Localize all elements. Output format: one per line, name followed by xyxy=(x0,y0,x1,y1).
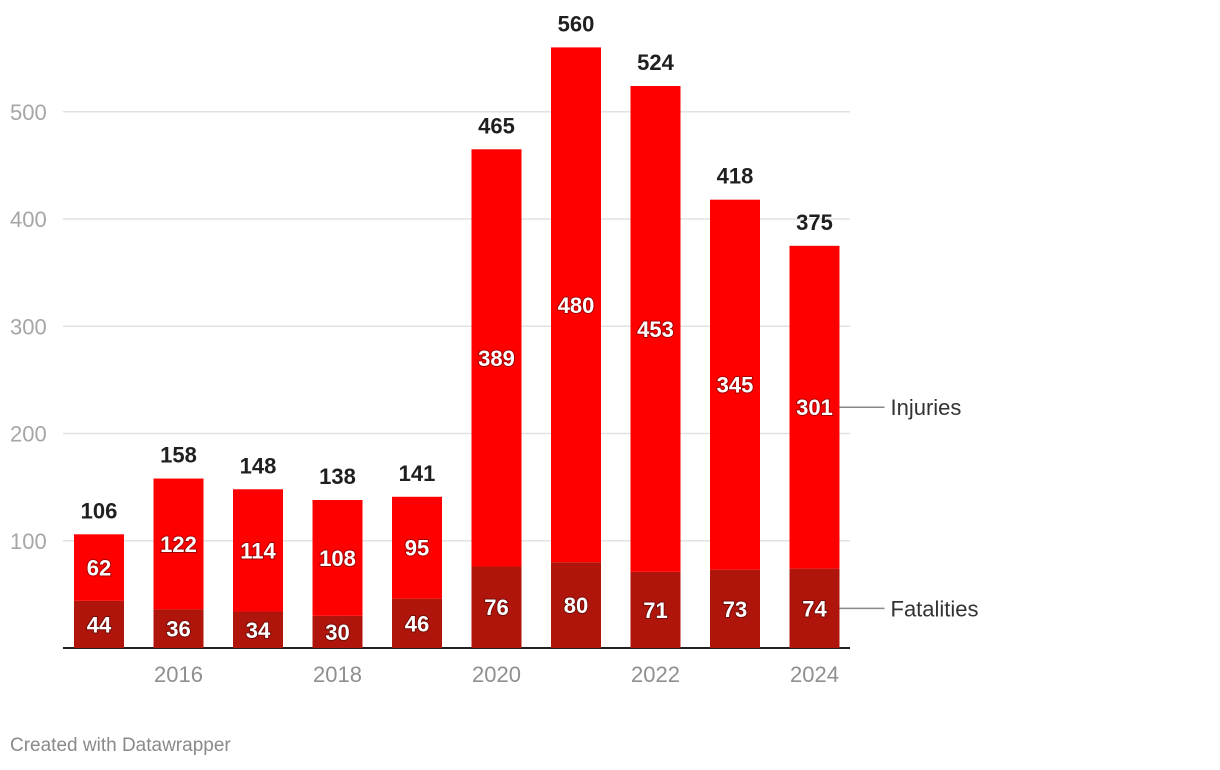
bar-fatalities-2020 xyxy=(471,566,522,648)
label-injuries-2020: 389 xyxy=(478,346,515,371)
bar-fatalities-2019 xyxy=(392,598,442,648)
label-fatalities-2022: 71 xyxy=(643,598,667,623)
label-total-2017: 148 xyxy=(240,453,277,478)
label-injuries-2022: 453 xyxy=(637,317,674,342)
y-tick-label-400: 400 xyxy=(10,207,47,232)
x-tick-label-2018: 2018 xyxy=(313,662,362,687)
bar-injuries-2017 xyxy=(233,489,283,612)
bar-fatalities-2024 xyxy=(789,568,840,648)
x-tick-label-2020: 2020 xyxy=(472,662,521,687)
x-tick-label-2016: 2016 xyxy=(154,662,203,687)
label-total-2019: 141 xyxy=(399,461,436,486)
label-total-2015: 106 xyxy=(81,498,118,523)
label-injuries-2021: 480 xyxy=(558,293,595,318)
y-tick-label-200: 200 xyxy=(10,422,47,447)
bar-fatalities-2021 xyxy=(551,562,601,648)
label-injuries-2016: 122 xyxy=(160,532,197,557)
label-fatalities-2021: 80 xyxy=(564,593,588,618)
label-total-2024: 375 xyxy=(796,210,833,235)
label-total-2021: 560 xyxy=(558,11,595,36)
label-fatalities-2023: 73 xyxy=(723,597,747,622)
label-total-2018: 138 xyxy=(319,464,356,489)
bar-injuries-2020 xyxy=(471,149,522,567)
bar-fatalities-2015 xyxy=(74,600,124,648)
label-total-2023: 418 xyxy=(717,164,754,189)
bar-fatalities-2017 xyxy=(233,611,283,648)
bar-injuries-2021 xyxy=(551,47,601,563)
y-tick-label-100: 100 xyxy=(10,529,47,554)
label-injuries-2017: 114 xyxy=(240,538,276,563)
bar-injuries-2016 xyxy=(153,478,204,610)
label-injuries-2019: 95 xyxy=(405,536,429,561)
bar-injuries-2024 xyxy=(789,245,840,569)
bar-injuries-2015 xyxy=(74,534,124,601)
x-tick-label-2022: 2022 xyxy=(631,662,680,687)
label-injuries-2023: 345 xyxy=(717,373,754,398)
label-total-2022: 524 xyxy=(637,50,674,75)
bar-injuries-2018 xyxy=(312,499,363,616)
y-tick-label-500: 500 xyxy=(10,100,47,125)
legend-label-fatalities: Fatalities xyxy=(891,596,979,621)
label-fatalities-2020: 76 xyxy=(484,595,508,620)
legend-label-injuries: Injuries xyxy=(891,395,962,420)
bar-fatalities-2018 xyxy=(312,615,363,648)
bar-injuries-2022 xyxy=(630,86,681,572)
label-total-2020: 465 xyxy=(478,113,515,138)
x-tick-label-2024: 2024 xyxy=(790,662,839,687)
bar-injuries-2023 xyxy=(710,199,760,570)
y-tick-label-300: 300 xyxy=(10,314,47,339)
label-fatalities-2024: 74 xyxy=(802,596,827,621)
label-injuries-2015: 62 xyxy=(87,556,111,581)
label-fatalities-2017: 34 xyxy=(246,618,271,643)
bar-fatalities-2016 xyxy=(153,609,204,648)
label-fatalities-2016: 36 xyxy=(166,617,190,642)
bar-fatalities-2022 xyxy=(630,571,681,648)
footer-credit: Created with Datawrapper xyxy=(10,735,231,756)
label-fatalities-2019: 46 xyxy=(405,611,429,636)
label-total-2016: 158 xyxy=(160,443,197,468)
label-injuries-2024: 301 xyxy=(796,395,833,420)
bar-fatalities-2023 xyxy=(710,569,760,648)
bar-injuries-2019 xyxy=(392,496,442,599)
label-injuries-2018: 108 xyxy=(319,546,356,571)
label-fatalities-2018: 30 xyxy=(325,620,349,645)
label-fatalities-2015: 44 xyxy=(87,612,112,637)
